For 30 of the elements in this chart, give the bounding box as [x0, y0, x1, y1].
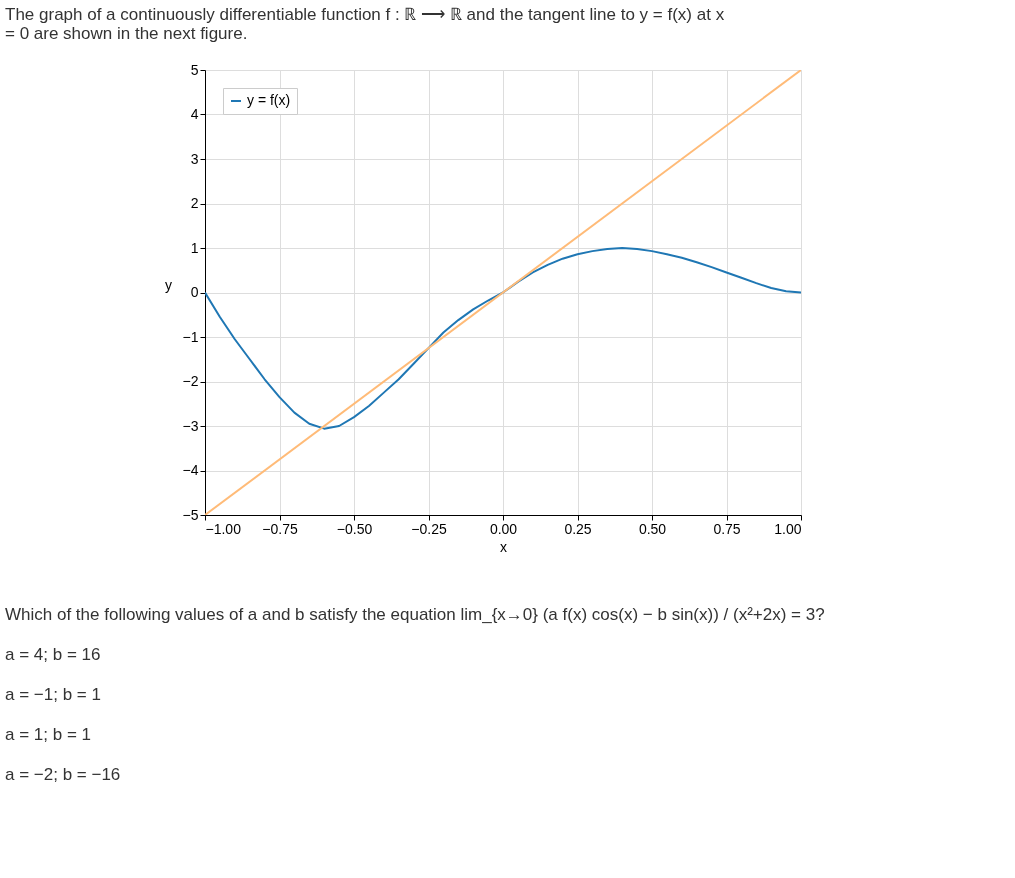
text: Which of the following values of a and b satisfy the equation lim_{x→0} (a f(x) cos(x) − b sin(x)) / (x²+2x) = 3? [5, 605, 825, 624]
x-tick-label: 0.25 [564, 520, 592, 537]
y-tick-label: 5 [190, 61, 199, 78]
y-tick-label: −5 [182, 506, 199, 523]
line-series [205, 247, 801, 430]
text: a = 1; b = 1 [5, 725, 92, 744]
text: a = 4; b = 16 [5, 645, 101, 664]
y-tick-label: 1 [190, 239, 199, 256]
x-tick-label: −0.50 [336, 520, 373, 537]
x-tick-label: 0.50 [638, 520, 667, 537]
y-tick-label: 0 [190, 284, 199, 300]
x-tick-label: 1.00 [774, 520, 802, 537]
y-tick-label: −2 [182, 373, 199, 389]
y-tick-label: −3 [182, 417, 199, 434]
y-tick-label: 3 [190, 150, 199, 167]
x-axis-title: x [500, 538, 507, 555]
text: a = −1; b = 1 [5, 685, 101, 704]
chart-title: The graph of a continuously differentiable function f : ℝ ⟶ ℝ and the tangent line to y = f(x) at x = 0 are shown in the next figure. [5, 4, 725, 43]
y-tick-label: 4 [190, 106, 199, 122]
text: a = −2; b = −16 [5, 765, 121, 784]
x-tick-label: −1.00 [205, 520, 242, 537]
y-axis-title: y [165, 277, 173, 293]
y-tick-label: 2 [190, 195, 199, 211]
legend-label: y = f(x) [247, 92, 291, 108]
x-tick-label: 0.75 [713, 520, 741, 537]
x-tick-label: −0.25 [411, 520, 447, 537]
y-tick-label: −1 [182, 328, 199, 345]
x-tick-label: −0.75 [262, 520, 298, 537]
y-tick-label: −4 [182, 462, 199, 478]
x-tick-label: 0.00 [489, 520, 518, 537]
